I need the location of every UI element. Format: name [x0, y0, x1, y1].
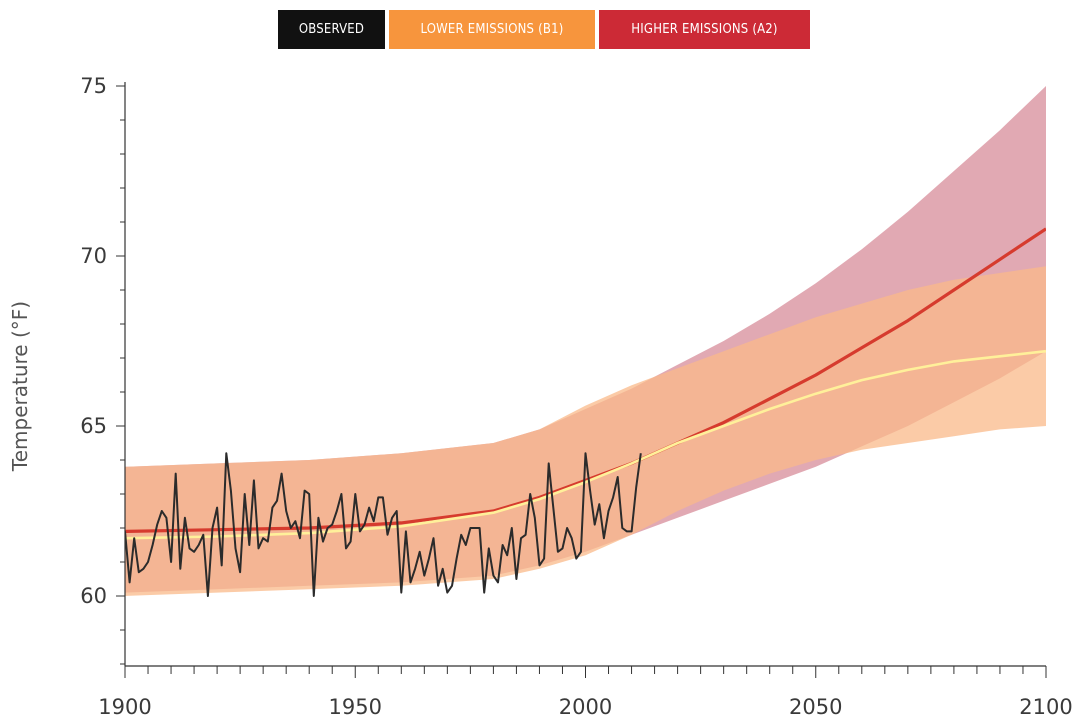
y-tick-label: 65: [80, 414, 107, 438]
legend-higher-emissions-button[interactable]: HIGHER EMISSIONS (A2): [599, 10, 810, 49]
x-tick-label: 2000: [559, 695, 612, 719]
x-tick-label: 2100: [1019, 695, 1072, 719]
legend: OBSERVED LOWER EMISSIONS (B1) HIGHER EMI…: [278, 10, 810, 49]
x-tick-label: 1900: [98, 695, 151, 719]
b1-uncertainty-band: [125, 266, 1046, 596]
observed-line: [125, 452, 642, 597]
y-tick-label: 75: [80, 74, 107, 98]
uncertainty-bands: [125, 86, 1046, 596]
y-tick-label: 60: [80, 584, 107, 608]
legend-observed-button[interactable]: OBSERVED: [278, 10, 385, 49]
legend-lower-emissions-button[interactable]: LOWER EMISSIONS (B1): [389, 10, 595, 49]
y-tick-label: 70: [80, 244, 107, 268]
axes: 60 65 70 75 1900 1950 2000 2050 2100: [80, 74, 1072, 719]
b1-model-line: [125, 349, 1046, 540]
x-tick-label: 1950: [329, 695, 382, 719]
y-axis-title: Temperature (°F): [8, 301, 32, 472]
series-lines: [125, 227, 1046, 597]
x-tick-label: 2050: [789, 695, 842, 719]
